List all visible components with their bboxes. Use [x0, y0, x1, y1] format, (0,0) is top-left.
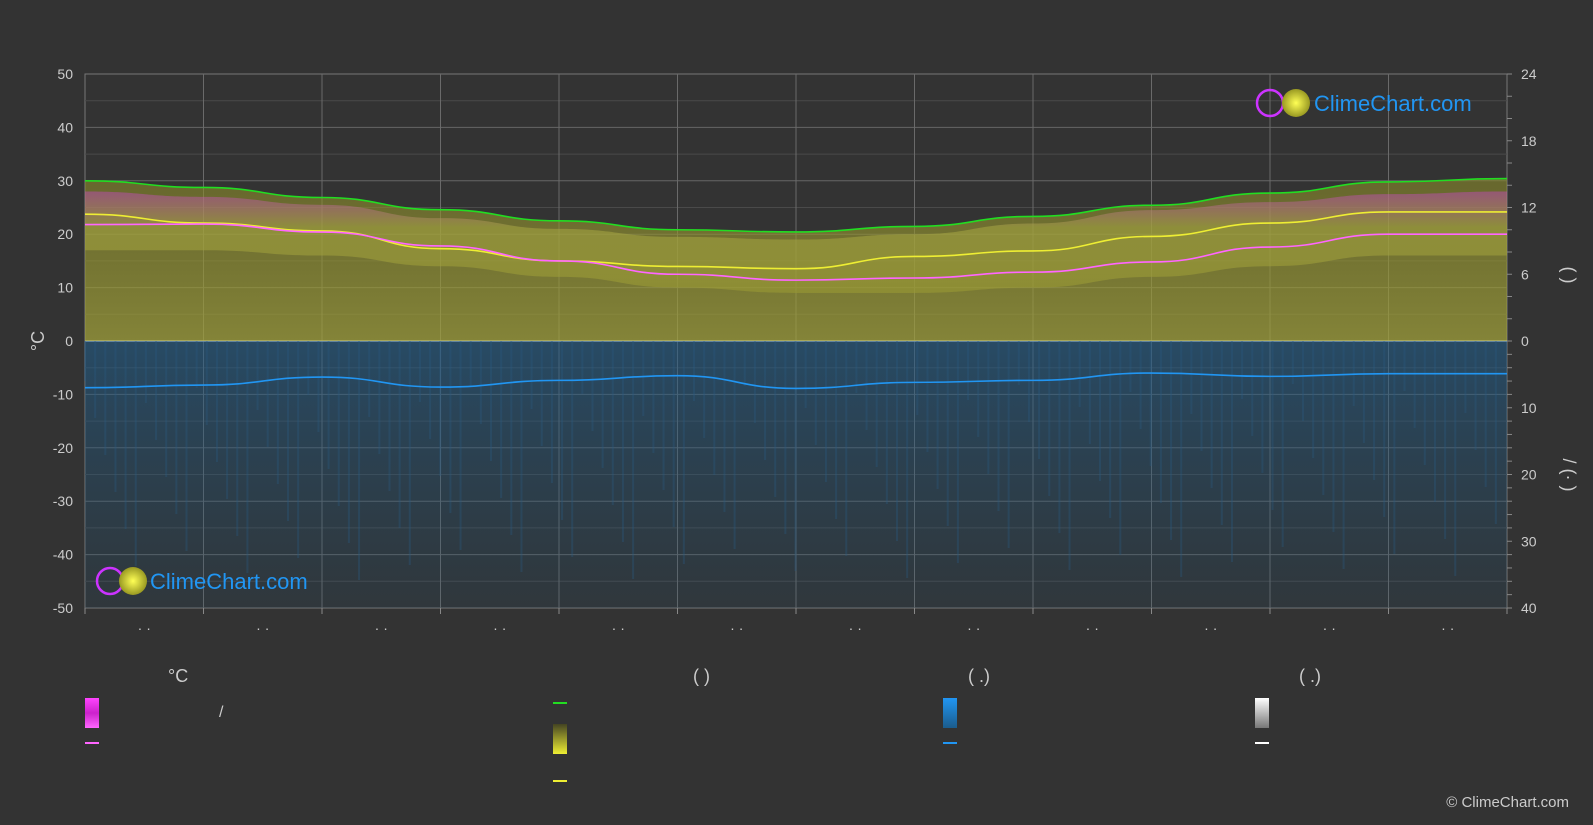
y-left-tick-label: -30: [53, 493, 73, 509]
legend-temp-range: /: [85, 698, 223, 728]
y-left-axis-title: °C: [28, 331, 48, 351]
legend-header-sun: ( ): [693, 666, 710, 686]
x-tick-label: · ·: [730, 620, 743, 636]
x-tick-label: · ·: [612, 620, 625, 636]
x-tick-label: · ·: [493, 620, 506, 636]
axes: 50 40 30 20 10 0 -10 -20 -30 -40 -50 °C 24 18 12 6 0 10 20…: [28, 66, 1579, 636]
watermark-bottom: ClimeChart.com: [95, 566, 308, 596]
y-left-tick-label: 20: [57, 226, 73, 242]
x-tick-label: · ·: [849, 620, 862, 636]
y-right-bottom-axis-title: / (· ): [1559, 459, 1579, 492]
legend-mean-temp: [85, 742, 99, 744]
x-tick-label: · ·: [256, 620, 269, 636]
snow-range-swatch: [1255, 698, 1269, 728]
mean_temperature-line: [84, 223, 1507, 281]
y-left-tick-label: 0: [65, 333, 73, 349]
x-tick-label: · ·: [1323, 620, 1336, 636]
sunshine-swatch: [553, 780, 567, 782]
daylight-line: [84, 177, 1508, 233]
sunshine-line: [84, 211, 1507, 270]
y-left-tick-label: -20: [53, 440, 73, 456]
data-lines: [84, 177, 1508, 390]
y-right-bottom-tick-label: 30: [1521, 533, 1537, 549]
y-left-tick-label: 10: [57, 280, 73, 296]
legend-rain-range: [943, 698, 957, 728]
x-tick-label: · ·: [1441, 620, 1454, 636]
y-right-top-tick-label: 12: [1521, 200, 1537, 216]
legend-header-temperature: °C: [168, 666, 189, 686]
legend-snow-range: [1255, 698, 1269, 728]
precipitation-line: [84, 372, 1507, 390]
legend-sunshine: [553, 780, 567, 782]
temp-range-swatch: [85, 698, 99, 728]
watermark-text: ClimeChart.com: [150, 569, 308, 594]
watermark-sun-icon: [119, 567, 147, 595]
y-right-top-tick-label: 18: [1521, 133, 1537, 149]
climate-chart: 50 40 30 20 10 0 -10 -20 -30 -40 -50 °C 24 18 12 6 0 10 20…: [28, 66, 1579, 636]
y-right-bottom-tick-label: 40: [1521, 600, 1537, 616]
snow-swatch: [1255, 742, 1269, 744]
x-tick-label: · ·: [1086, 620, 1099, 636]
y-right-bottom-tick-label: 10: [1521, 400, 1537, 416]
legend-sunshine-range: [553, 724, 567, 754]
legend-snow: [1255, 742, 1269, 744]
y-left-tick-label: -10: [53, 386, 73, 402]
x-tick-label: · ·: [1204, 620, 1217, 636]
y-right-top-tick-label: 24: [1521, 66, 1537, 82]
legend-header-snow: ( .): [1299, 666, 1321, 686]
sunshine-range-swatch: [553, 724, 567, 754]
y-left-tick-label: -40: [53, 547, 73, 563]
rain-range-swatch: [943, 698, 957, 728]
watermark-top: ClimeChart.com: [1255, 88, 1472, 118]
y-left-tick-label: 30: [57, 173, 73, 189]
y-right-top-tick-label: 0: [1521, 333, 1529, 349]
y-right-top-tick-label: 6: [1521, 266, 1529, 282]
y-left-tick-label: 40: [57, 119, 73, 135]
legend: °C ( ) ( .) ( .) /: [0, 650, 1593, 800]
copyright: © ClimeChart.com: [1446, 794, 1569, 811]
x-tick-label: · ·: [967, 620, 980, 636]
mean-temp-swatch: [85, 742, 99, 744]
x-tick-label: · ·: [138, 620, 151, 636]
data-areas: [84, 178, 1507, 608]
y-right-top-axis-title: ( ): [1559, 267, 1579, 284]
daylight-swatch: [553, 702, 567, 704]
legend-daylight: [553, 702, 567, 704]
temp-range-band: [85, 191, 1507, 293]
watermark-text: ClimeChart.com: [1314, 91, 1472, 116]
watermark-sun-icon: [1282, 89, 1310, 117]
legend-header-rain: ( .): [968, 666, 990, 686]
legend-precipitation: [943, 742, 957, 744]
precipitation-area: [85, 341, 1507, 608]
temp-range-label: /: [219, 704, 224, 721]
x-tick-label: · ·: [375, 620, 388, 636]
y-left-tick-label: -50: [53, 600, 73, 616]
precipitation-swatch: [943, 742, 957, 744]
y-left-tick-label: 50: [57, 66, 73, 82]
y-right-bottom-tick-label: 20: [1521, 467, 1537, 483]
